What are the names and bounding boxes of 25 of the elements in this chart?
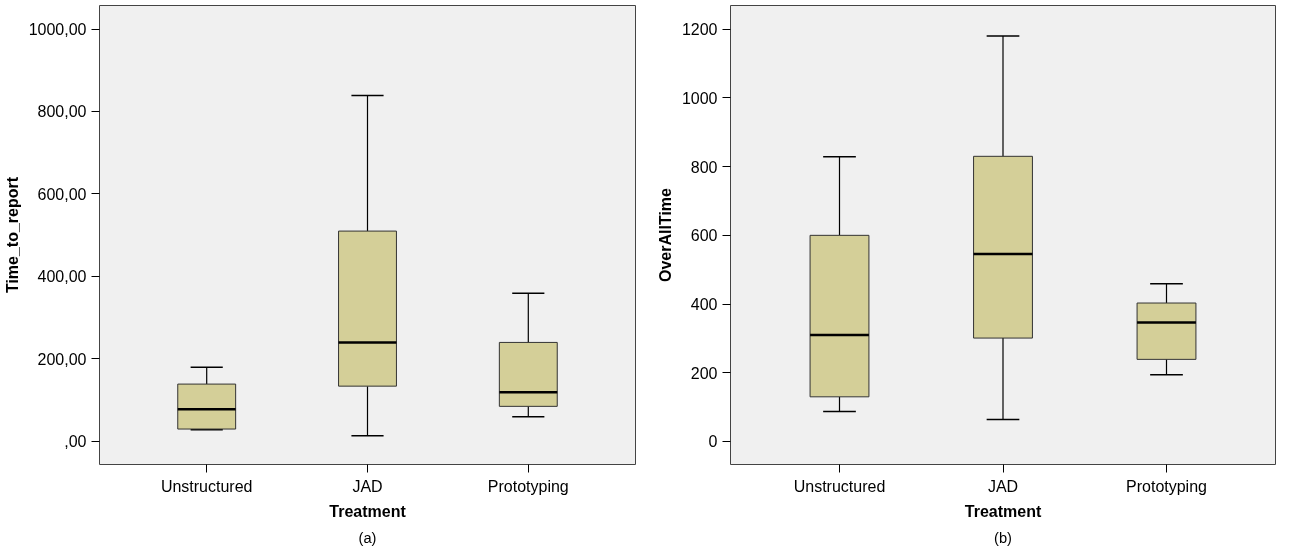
x-tick-label: Prototyping bbox=[487, 477, 569, 495]
x-tick-label: Unstructured bbox=[793, 477, 886, 495]
x-tick-label: Prototyping bbox=[1126, 477, 1207, 495]
y-tick-label: 800,00 bbox=[37, 103, 87, 121]
y-tick-label: 400,00 bbox=[37, 268, 87, 286]
y-axis-title: OverAllTime bbox=[656, 187, 674, 282]
y-tick-label: 200 bbox=[690, 364, 718, 382]
y-tick-label: 1200 bbox=[681, 21, 718, 39]
y-axis-title: Time_to_report bbox=[3, 176, 21, 294]
y-tick-label: 200,00 bbox=[37, 350, 87, 368]
y-tick-label: 1000 bbox=[681, 89, 718, 107]
x-axis-title: Treatment bbox=[329, 502, 407, 520]
y-tick-label: 1000,00 bbox=[28, 21, 87, 39]
text: (b) bbox=[994, 529, 1012, 546]
y-tick-label: 600,00 bbox=[37, 185, 87, 203]
y-tick-label: 600 bbox=[690, 227, 718, 245]
x-tick-label: JAD bbox=[987, 477, 1019, 495]
x-tick-label: Unstructured bbox=[160, 477, 253, 495]
x-tick-label: JAD bbox=[352, 477, 383, 495]
text: (a) bbox=[358, 529, 377, 546]
y-tick-label: 800 bbox=[690, 158, 718, 176]
y-tick-label: 0 bbox=[708, 433, 718, 451]
y-tick-label: 400 bbox=[690, 296, 718, 314]
x-axis-title: Treatment bbox=[964, 502, 1042, 520]
y-tick-label: ,00 bbox=[64, 433, 87, 451]
